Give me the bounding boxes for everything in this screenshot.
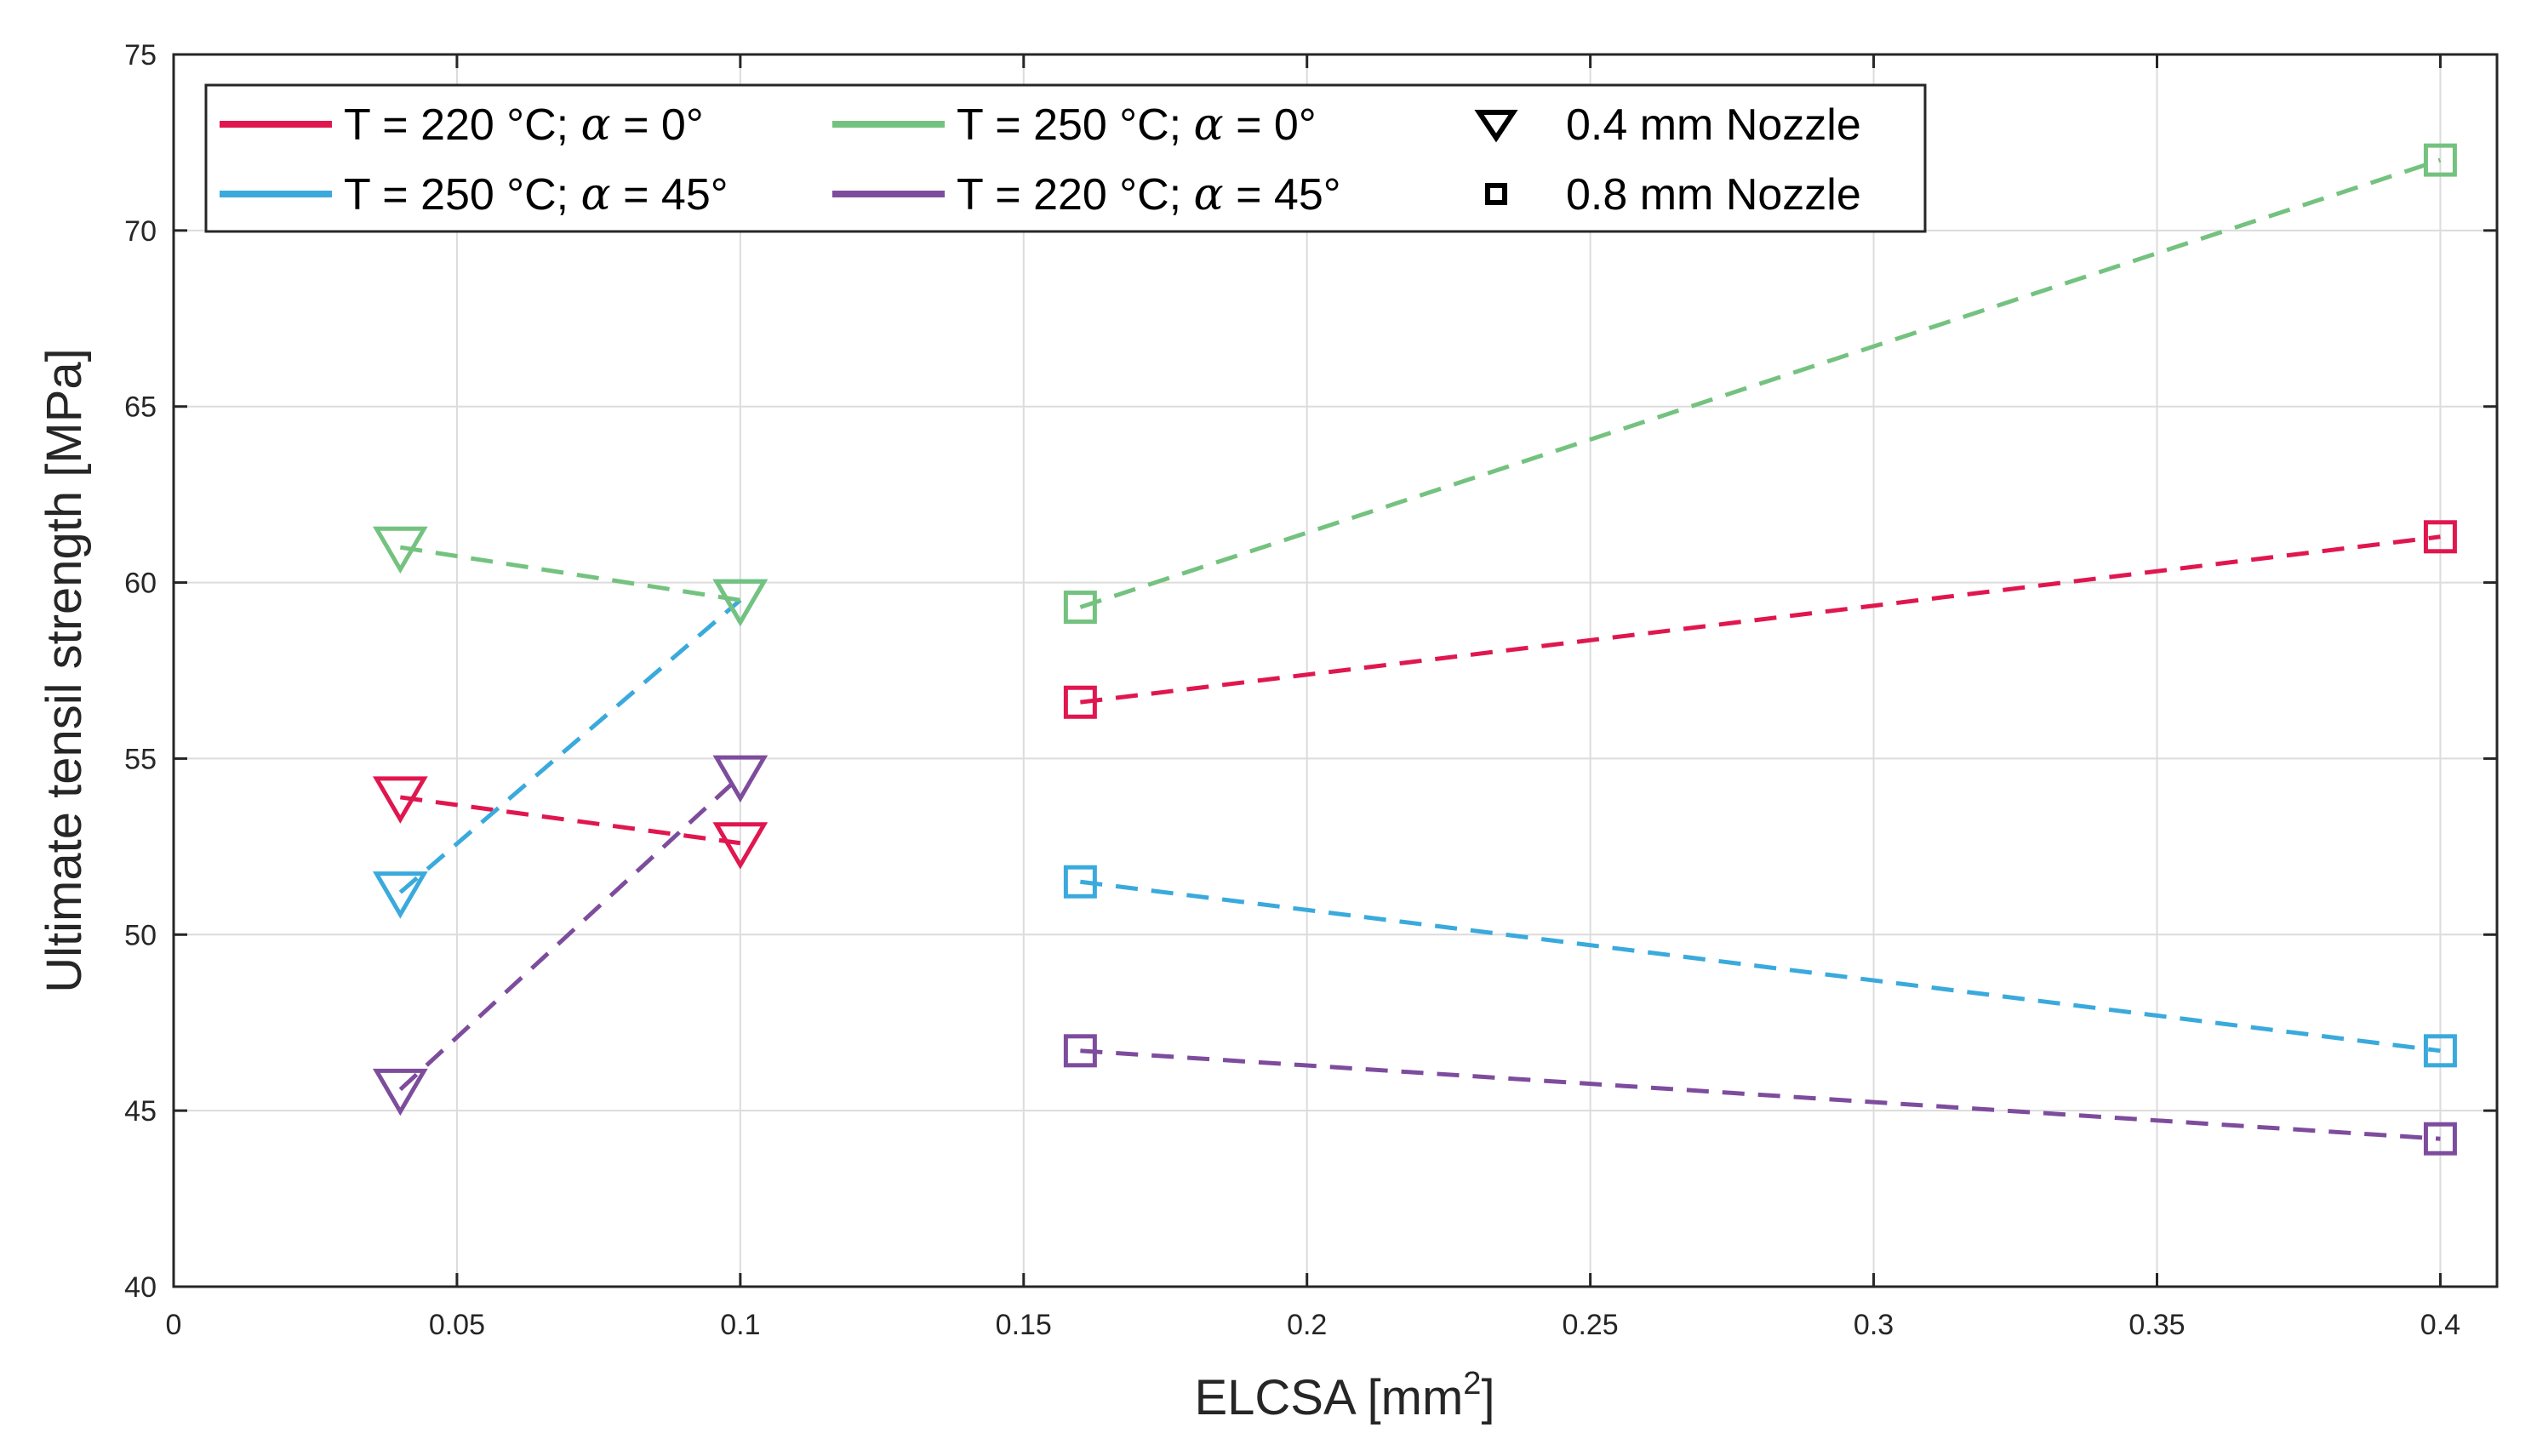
series-4-point-08mm-square <box>2423 1122 2457 1156</box>
legend-box <box>204 83 1927 233</box>
series-1-line-04mm <box>400 795 741 846</box>
x-tick-label: 0.15 <box>996 1309 1052 1341</box>
x-tick-label: 0.05 <box>429 1309 485 1341</box>
series-3-line-08mm <box>1079 157 2442 609</box>
series-2-line-08mm <box>1080 879 2441 1053</box>
legend-label-04mm-nozzle: 0.4 mm Nozzle <box>1566 100 1861 150</box>
x-axis-label-main: ELCSA [mm <box>1194 1370 1463 1425</box>
legend-label-series-1: T = 220 °C; α = 0° <box>344 100 704 151</box>
series-3-point-08mm-square <box>1063 591 1097 625</box>
y-tick-label: 75 <box>124 39 157 71</box>
series-4-line-04mm <box>398 774 742 1092</box>
y-tick-label: 50 <box>124 919 157 951</box>
y-tick-label: 65 <box>124 391 157 424</box>
legend-label-series-3: T = 250 °C; α = 0° <box>957 100 1317 151</box>
y-tick-label: 60 <box>124 568 157 600</box>
y-axis-ticks: 40 45 50 55 60 65 70 75 <box>124 39 2497 1304</box>
legend-marker-triangle-icon <box>1474 110 1518 143</box>
series-2-point-08mm-square <box>1063 865 1097 899</box>
y-tick-label: 40 <box>124 1271 157 1304</box>
series-1-point-08mm-square <box>1063 685 1097 719</box>
series-4-point-08mm-square <box>1063 1034 1097 1068</box>
x-axis-label-superscript: 2 <box>1463 1366 1481 1402</box>
series-3-line-04mm <box>399 545 741 602</box>
series-3-point-04mm-triangle <box>372 526 428 574</box>
series-3-point-04mm-triangle <box>712 579 769 627</box>
y-tick-label: 70 <box>124 215 157 248</box>
series-1-point-04mm-triangle <box>372 776 428 824</box>
x-tick-label: 0.25 <box>1563 1309 1619 1341</box>
legend-label-08mm-nozzle: 0.8 mm Nozzle <box>1566 170 1861 220</box>
x-tick-label: 0.4 <box>2420 1309 2460 1341</box>
legend-marker-square-icon <box>1485 183 1507 205</box>
series-4-line-08mm <box>1080 1048 2441 1141</box>
axes <box>172 53 2499 1288</box>
x-axis-label: ELCSA [mm2] <box>1194 1366 1494 1425</box>
series-1-point-08mm-square <box>2423 520 2457 554</box>
x-tick-label: 0.35 <box>2128 1309 2185 1341</box>
series-3-point-08mm-square <box>2423 143 2457 177</box>
x-tick-label: 0.3 <box>1854 1309 1894 1341</box>
x-tick-label: 0 <box>166 1309 182 1341</box>
series-2-point-08mm-square <box>2423 1034 2457 1068</box>
series-1-line-08mm <box>1080 534 2441 705</box>
x-tick-label: 0.2 <box>1287 1309 1327 1341</box>
y-axis-label: Ultimate tensil strength [MPa] <box>37 348 92 993</box>
legend: T = 220 °C; α = 0° T = 250 °C; α = 45° T… <box>204 83 1927 233</box>
series-1-point-04mm-triangle <box>712 822 769 870</box>
series-2-point-04mm-triangle <box>372 871 428 919</box>
x-axis-ticks: 0 0.05 0.1 0.15 0.2 0.25 0.3 0.35 0.4 <box>166 54 2460 1341</box>
legend-label-series-4: T = 220 °C; α = 45° <box>957 169 1341 220</box>
plot-frame <box>172 53 2499 1288</box>
y-tick-label: 45 <box>124 1095 157 1128</box>
series-2-line-04mm <box>398 598 742 894</box>
series-4-point-04mm-triangle <box>712 755 769 803</box>
y-tick-label: 55 <box>124 743 157 775</box>
legend-label-series-2: T = 250 °C; α = 45° <box>344 169 729 220</box>
x-axis-label-suffix: ] <box>1481 1370 1494 1425</box>
x-tick-label: 0.1 <box>720 1309 760 1341</box>
series-layer <box>372 143 2457 1156</box>
series-4-point-04mm-triangle <box>372 1068 428 1116</box>
grid <box>174 54 2497 1287</box>
